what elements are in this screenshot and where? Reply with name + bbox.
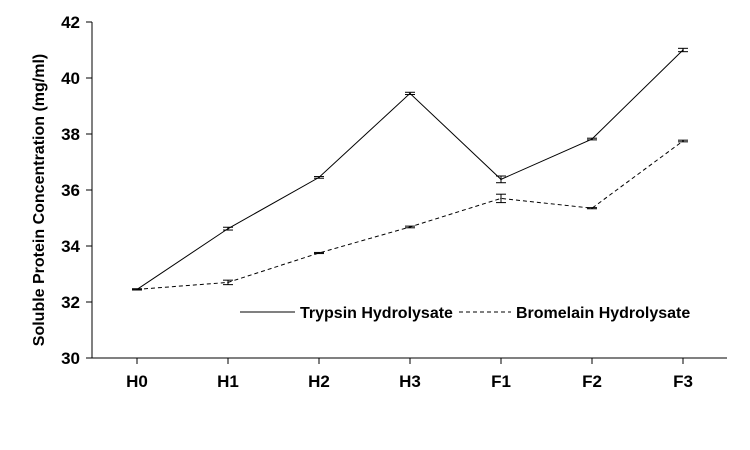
error-bar xyxy=(587,207,597,210)
x-tick-label: F2 xyxy=(582,372,602,391)
series-layer xyxy=(132,47,688,291)
y-tick-label: 36 xyxy=(61,181,80,200)
series-line xyxy=(136,140,684,290)
legend-item: Bromelain Hydrolysate xyxy=(459,305,690,322)
error-bar xyxy=(132,288,142,291)
legend: Trypsin Hydrolysate Bromelain Hydrolysate xyxy=(240,305,690,322)
series-1 xyxy=(132,47,688,291)
x-axis-ticks: H0 H1 H2 H3 F1 F2 F3 xyxy=(126,358,693,391)
error-bar xyxy=(496,175,506,184)
y-tick-label: 42 xyxy=(61,13,80,32)
data-point xyxy=(682,49,684,51)
y-tick-label: 32 xyxy=(61,293,80,312)
x-tick-label: H0 xyxy=(126,372,148,391)
data-point xyxy=(318,176,320,179)
error-bar xyxy=(223,226,233,231)
legend-label: Trypsin Hydrolysate xyxy=(300,305,453,322)
error-bar xyxy=(314,176,324,179)
error-bar xyxy=(405,225,415,229)
data-point xyxy=(409,226,411,228)
x-tick-label: H1 xyxy=(217,372,239,391)
y-axis-ticks: 30 32 34 36 38 40 42 xyxy=(61,13,92,368)
error-bar xyxy=(678,47,688,53)
error-bar xyxy=(587,137,597,141)
data-point xyxy=(500,178,502,181)
data-point xyxy=(500,197,502,200)
y-tick-label: 30 xyxy=(61,349,80,368)
data-point xyxy=(227,281,229,284)
x-tick-label: H3 xyxy=(399,372,421,391)
y-tick-label: 38 xyxy=(61,125,80,144)
series-2 xyxy=(132,139,688,291)
error-bar xyxy=(405,91,415,96)
data-point xyxy=(591,207,593,209)
error-bar xyxy=(678,139,688,143)
data-point xyxy=(682,140,684,142)
x-tick-label: H2 xyxy=(308,372,330,391)
x-tick-label: F1 xyxy=(491,372,511,391)
error-bar xyxy=(223,279,233,286)
x-tick-label: F3 xyxy=(673,372,693,391)
legend-item: Trypsin Hydrolysate xyxy=(240,305,453,322)
data-point xyxy=(409,92,411,95)
data-point xyxy=(136,288,138,291)
series-line xyxy=(136,49,684,290)
error-bar xyxy=(496,193,506,204)
data-point xyxy=(227,227,229,230)
error-bar xyxy=(314,251,324,255)
y-tick-label: 34 xyxy=(61,237,80,256)
y-axis-title: Soluble Protein Concentration (mg/ml) xyxy=(31,54,48,346)
data-point xyxy=(318,252,320,254)
data-point xyxy=(591,138,593,140)
y-tick-label: 40 xyxy=(61,69,80,88)
legend-label: Bromelain Hydrolysate xyxy=(516,305,690,322)
